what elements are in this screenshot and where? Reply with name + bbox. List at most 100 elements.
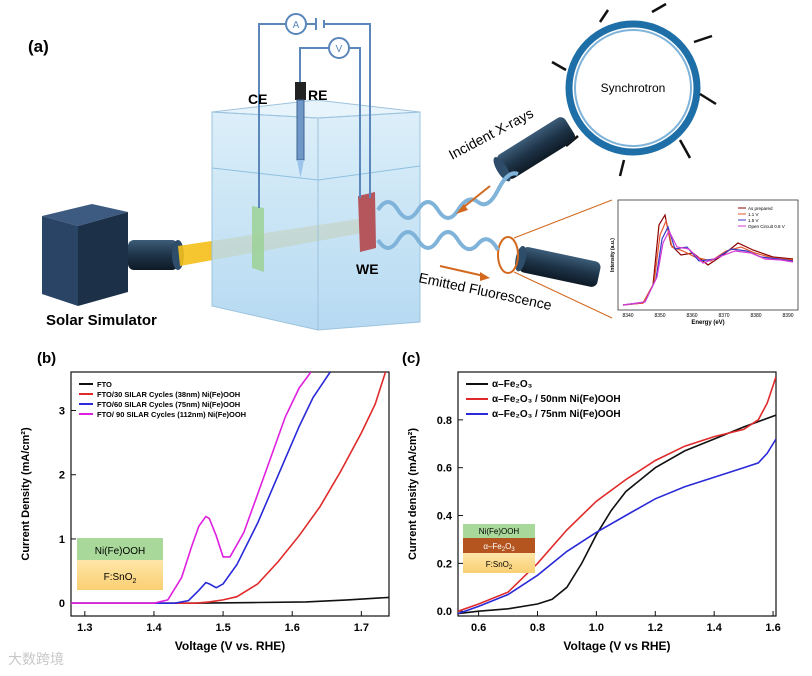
x-tick-label: 1.4 xyxy=(707,622,723,634)
series-line-1 xyxy=(458,376,776,612)
ammeter-label: A xyxy=(293,20,300,31)
x-axis-label: Voltage (V vs RHE) xyxy=(563,639,670,653)
series-group xyxy=(71,372,389,605)
y-tick-label: 0 xyxy=(59,598,65,610)
x-tick-label: 1.0 xyxy=(589,622,604,634)
voltmeter-icon xyxy=(328,37,350,59)
inset-series-0 xyxy=(622,213,794,306)
series-line-2 xyxy=(458,438,776,615)
fluorescence-wave xyxy=(376,230,500,252)
emitted-arrow xyxy=(439,265,485,277)
layer-fto-c xyxy=(463,553,535,573)
legend-label-2: α–Fe₂O₃ / 75nm Ni(Fe)OOH xyxy=(492,409,621,420)
chart-c: 0.6 0.8 1.0 1.2 1.4 1.6 0.0 0.2 0.4 0.6 0.8 Voltage… xyxy=(407,371,781,653)
x-tick-label: 0.8 xyxy=(530,622,545,634)
fluorescence-detector xyxy=(515,245,601,287)
x-tick-label: 1.2 xyxy=(648,622,663,634)
re-label: RE xyxy=(308,87,327,103)
series-line-3 xyxy=(71,372,312,605)
inset-x-label: Energy (eV) xyxy=(691,320,724,326)
synchrotron-label: Synchrotron xyxy=(601,81,666,95)
zoom-line-bottom xyxy=(513,271,613,319)
panel-a-label: (a) xyxy=(28,37,49,56)
inset-series-3 xyxy=(622,229,794,306)
inset-x-tick: 8390 xyxy=(782,313,793,319)
panel-b: (b) 1.3 1.4 1.5 1.6 1.7 0 1 2 3 Voltage (V vs. RH… xyxy=(20,350,390,653)
we-label: WE xyxy=(356,261,379,277)
panel-c: (c) 0.6 0.8 1.0 1.2 1.4 1.6 0.0 0.2 0.4 0.6 0.8 Vol… xyxy=(402,350,781,653)
y-tick-label: 0.8 xyxy=(437,415,452,427)
layer-fto xyxy=(77,560,163,590)
layer-fto-label: F:SnO2 xyxy=(104,572,137,585)
x-tick-label: 1.6 xyxy=(285,622,300,634)
y-tick-label: 0.4 xyxy=(437,511,453,523)
x-tick-label: 1.4 xyxy=(146,622,162,634)
watermark: 大数跨境 xyxy=(8,651,64,667)
x-axis-label: Voltage (V vs. RHE) xyxy=(175,639,285,653)
layer-hematite-label: α–Fe2O3 xyxy=(483,542,515,553)
plot-frame xyxy=(457,371,777,617)
inset-legend-label-0: As prepared xyxy=(748,206,773,211)
y-tick-label: 0.6 xyxy=(437,463,452,475)
solar-simulator-label: Solar Simulator xyxy=(46,312,157,329)
legend-label-1: FTO/30 SILAR Cycles (38nm) Ni(Fe)OOH xyxy=(97,390,240,399)
detector-aperture xyxy=(497,236,519,274)
layer-stack-b: Ni(Fe)OOH F:SnO2 xyxy=(77,538,163,590)
layer-nifeooh xyxy=(77,538,163,560)
synchrotron-ring xyxy=(551,2,717,177)
solar-simulator xyxy=(42,204,184,306)
layer-nifeooh-c-label: Ni(Fe)OOH xyxy=(479,527,520,536)
series-line-2 xyxy=(71,372,331,605)
inset-x-tick: 8380 xyxy=(750,313,761,319)
inset-x-tick: 8360 xyxy=(686,313,697,319)
panel-c-label: (c) xyxy=(402,350,420,367)
inset-x-tick: 8350 xyxy=(654,313,665,319)
inset-y-label: Intensity (a.u.) xyxy=(610,238,616,272)
x-tick-label: 1.5 xyxy=(215,622,230,634)
inset-series-1 xyxy=(622,219,794,306)
counter-electrode xyxy=(252,206,264,272)
ammeter-icon xyxy=(285,13,307,35)
legend-label-0: FTO xyxy=(97,380,112,389)
y-tick-label: 2 xyxy=(59,470,65,482)
inset-frame xyxy=(617,199,799,311)
working-electrode xyxy=(358,192,376,252)
legend-label-2: FTO/60 SILAR Cycles (75nm) Ni(Fe)OOH xyxy=(97,400,240,409)
y-axis-label: Current density (mA/cm²) xyxy=(407,428,419,560)
layer-hematite xyxy=(463,538,535,553)
series-group xyxy=(458,376,776,615)
inset-x-tick: 8370 xyxy=(718,313,729,319)
x-tick-label: 1.6 xyxy=(765,622,780,634)
y-tick-label: 3 xyxy=(59,406,65,418)
inset-legend-label-3: Open Circuit 0.8 V xyxy=(748,224,785,229)
inset-x-tick: 8340 xyxy=(622,313,633,319)
legend-label-3: FTO/ 90 SILAR Cycles (112nm) Ni(Fe)OOH xyxy=(97,410,246,419)
plot-frame xyxy=(70,371,390,617)
xanes-inset: 8340 8350 8360 8370 8380 8390 Energy (eV) Inten… xyxy=(610,199,799,326)
ce-label: CE xyxy=(248,91,267,107)
layer-nifeooh-c xyxy=(463,524,535,538)
x-tick-label: 1.3 xyxy=(77,622,92,634)
y-tick-label: 0.2 xyxy=(437,558,452,570)
series-line-1 xyxy=(71,372,387,605)
series-line-0 xyxy=(458,414,776,615)
panel-a: (a) Solar Simulator xyxy=(28,2,799,331)
incident-xray-wave xyxy=(376,171,519,220)
zoom-line-top xyxy=(513,199,613,239)
y-tick-label: 1 xyxy=(59,534,65,546)
inset-legend-label-2: 1.5 V xyxy=(748,218,759,223)
inset-legend-label-1: 1.1 V xyxy=(748,212,759,217)
panel-b-label: (b) xyxy=(37,350,56,367)
x-tick-label: 0.6 xyxy=(471,622,486,634)
x-tick-label: 1.7 xyxy=(354,622,369,634)
y-tick-label: 0.0 xyxy=(437,606,452,618)
y-axis-label: Current Density (mA/cm²) xyxy=(20,427,32,561)
chart-b: 1.3 1.4 1.5 1.6 1.7 0 1 2 3 Voltage (V vs. RHE) Cu… xyxy=(20,371,390,653)
legend-label-0: α–Fe₂O₃ xyxy=(492,379,533,390)
layer-fto-c-label: F:SnO2 xyxy=(486,560,513,571)
emitted-arrow-head xyxy=(480,272,490,281)
voltmeter-label: V xyxy=(336,44,343,55)
legend-label-1: α–Fe₂O₃ / 50nm Ni(Fe)OOH xyxy=(492,394,621,405)
layer-stack-c: Ni(Fe)OOH α–Fe2O3 F:SnO2 xyxy=(463,524,535,573)
